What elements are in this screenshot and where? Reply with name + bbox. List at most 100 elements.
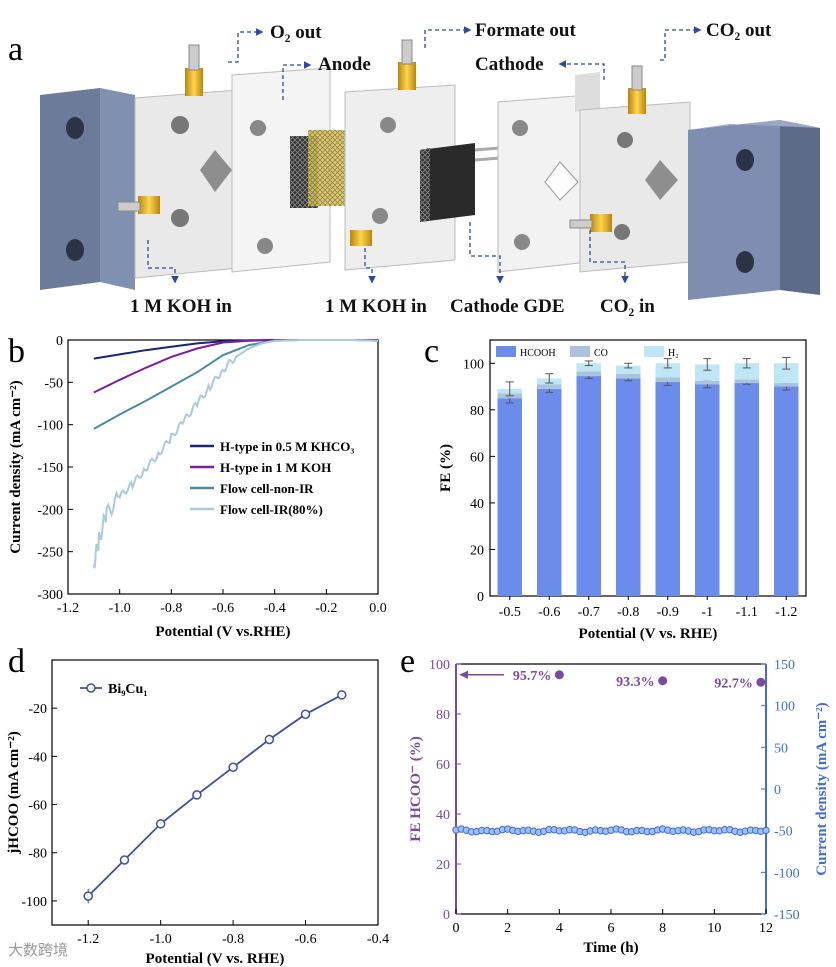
y-tick-label: -80 (28, 847, 47, 862)
fe-point-label: 93.3% (616, 675, 655, 690)
x-tick-label: -1.0 (150, 932, 172, 947)
bar-hcooh (655, 381, 680, 596)
watermark: 大数跨境 (8, 941, 68, 959)
bar-hcooh (695, 384, 720, 596)
x-tick-label: 0 (453, 921, 460, 936)
panel-c-label: c (424, 333, 439, 370)
x-tick-label: -0.4 (264, 601, 286, 616)
legend-label-1: HCOOH (520, 348, 556, 359)
anode-plate (231, 67, 348, 273)
x-tick-label: 2 (504, 921, 511, 936)
legend-label-4: Flow cell-IR(80%) (220, 502, 323, 517)
bar-hcooh (774, 386, 799, 596)
bar-co (616, 373, 641, 379)
fe-point (658, 676, 668, 686)
y-tick-label: 0 (56, 334, 63, 349)
bar-hcooh (616, 378, 641, 596)
series-line (87, 694, 343, 897)
bar-co (734, 379, 759, 384)
anode-flow-plate (117, 44, 248, 279)
x-tick-label: -1.1 (736, 605, 758, 620)
y-tick-label-right: 50 (774, 741, 788, 756)
fe-point-label: 92.7% (714, 676, 753, 691)
center-flow-plate (344, 39, 456, 271)
data-point (264, 734, 275, 745)
chart-e-stability: e 0 2 4 6 8 10 12 0 20 40 60 80 100 -150 -100 -50 0 50 100 1… (400, 643, 830, 956)
bar-hcooh (537, 388, 562, 596)
legend-swatch-3 (644, 346, 664, 357)
y-tick-label-right: -150 (774, 908, 800, 923)
fe-point (554, 670, 564, 680)
x-tick-label: -0.5 (499, 605, 521, 620)
formate-out-label: Formate out (475, 20, 576, 41)
data-point (300, 709, 311, 719)
y-tick-label-left: 20 (436, 858, 450, 873)
bar-hcooh (734, 383, 759, 596)
o2-out-label: O₂ out (270, 22, 322, 43)
plot-frame (489, 339, 807, 597)
bar-h₂ (576, 363, 601, 372)
bar-h₂ (695, 364, 720, 381)
cathode-gde (420, 143, 501, 222)
series-line-2 (93, 339, 378, 394)
koh-in-label-left: 1 M KOH in (130, 296, 232, 317)
y-tick-label: -200 (37, 503, 63, 518)
x-tick-label: 10 (707, 921, 721, 936)
y-tick-label: 100 (463, 357, 484, 372)
data-point (155, 819, 166, 829)
fe-point (756, 677, 766, 687)
anode-label: Anode (318, 54, 371, 75)
y-tick-label-left: 80 (436, 708, 450, 723)
bar-hcooh (576, 376, 601, 596)
legend-label-2: CO (594, 348, 608, 359)
bar-h₂ (734, 363, 759, 380)
data-point (192, 790, 202, 800)
cathode-plate (497, 94, 589, 273)
x-tick-label: -1.2 (77, 932, 99, 947)
panel-a-cell-diagram: a (8, 20, 820, 317)
data-point (337, 690, 347, 700)
x-tick-label: -1.2 (775, 605, 797, 620)
legend-swatch-2 (570, 346, 590, 357)
y-tick-label: -50 (44, 376, 63, 391)
x-tick-label: -0.6 (294, 932, 316, 947)
co2-in-label: CO₂ in (600, 296, 655, 317)
y-tick-label: 20 (470, 543, 484, 558)
y-axis-title: FE (%) (438, 444, 454, 492)
x-axis-title: Potential (V vs.RHE) (155, 624, 290, 640)
x-tick-label: 0.0 (369, 601, 387, 616)
legend-label: Bi₉Cu₁ (108, 682, 148, 697)
y-tick-label: -100 (21, 895, 47, 910)
data-point (119, 855, 130, 865)
chart-d-jhcoo: d -1.2 -1.0 -0.8 -0.6 -0.4 -100 -80 -60 -40 -20 Pot… (6, 643, 389, 967)
bar-co (774, 383, 799, 387)
x-tick-label: -0.6 (212, 601, 234, 616)
cathode-label: Cathode (475, 54, 544, 75)
y-tick-label: 60 (470, 450, 484, 465)
y-tick-label-left: 100 (429, 658, 450, 673)
x-tick-label: -0.2 (315, 601, 337, 616)
left-axis-arrowhead (459, 670, 468, 679)
co2-out-label: CO₂ out (706, 20, 772, 41)
y-tick-label-right: -50 (774, 825, 793, 840)
x-tick-label: 4 (556, 921, 563, 936)
koh-in-label-center: 1 M KOH in (325, 296, 427, 317)
bar-h₂ (616, 365, 641, 374)
x-tick-label: -0.8 (222, 932, 244, 947)
x-tick-label: -0.4 (367, 932, 389, 947)
bar-hcooh (497, 398, 522, 596)
series-line-3 (93, 339, 379, 430)
y-tick-label-left: 0 (443, 908, 450, 923)
data-point (83, 891, 93, 901)
bar-co (576, 371, 601, 377)
x-tick-label: -0.8 (160, 601, 182, 616)
y-tick-label: -300 (37, 588, 63, 603)
chart-c-fe-bars: c 0 20 40 60 80 100 Potential (V vs. RHE) FE (%)… (424, 333, 807, 642)
panel-a-labels: O₂ out Formate out CO₂ out Anode Cathode… (130, 20, 772, 317)
left-end-plate (40, 88, 135, 290)
x-tick-label: -1 (701, 605, 713, 620)
bar-co (695, 380, 720, 385)
plot-frame (51, 659, 379, 926)
panel-d-label: d (8, 643, 25, 680)
